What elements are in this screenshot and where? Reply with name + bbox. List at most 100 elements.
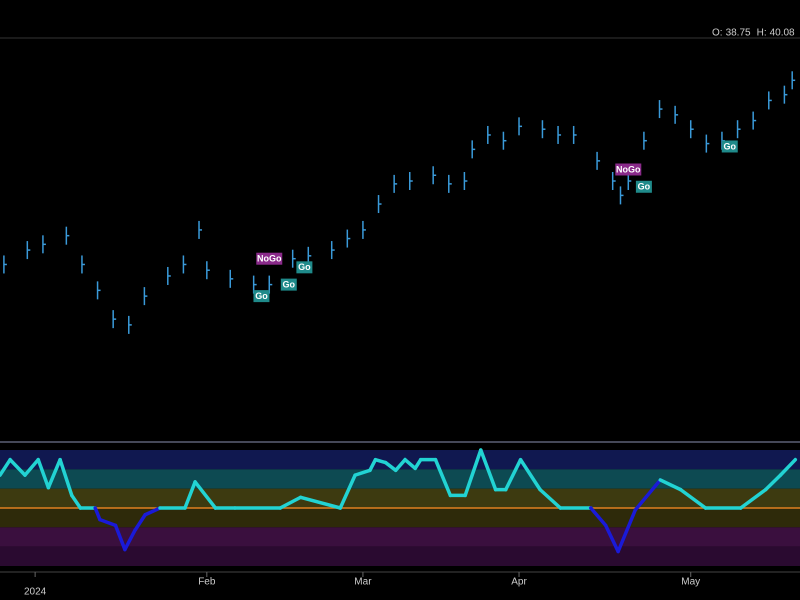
price-bar — [658, 100, 663, 119]
annotation-label: Go — [255, 291, 268, 301]
price-bar — [689, 120, 694, 139]
price-bar — [791, 71, 796, 90]
osc-segment — [403, 457, 417, 471]
osc-segment — [479, 448, 498, 492]
price-bar — [783, 85, 788, 104]
annotation-label: Go — [298, 262, 311, 272]
price-bar — [705, 134, 710, 153]
osc-segment — [373, 457, 388, 465]
osc-segment — [589, 506, 608, 528]
price-bar — [557, 125, 562, 144]
price-bar — [736, 120, 741, 139]
osc-segment — [70, 493, 83, 510]
osc-segment — [278, 495, 303, 510]
price-bar — [346, 229, 351, 248]
osc-band — [0, 488, 800, 508]
price-bar — [471, 140, 476, 159]
price-bar — [752, 111, 757, 130]
price-bar — [643, 131, 647, 150]
osc-segment — [658, 478, 683, 492]
osc-segment — [616, 508, 638, 554]
price-bar — [448, 174, 452, 193]
annotation-box — [280, 278, 297, 291]
price-bar — [81, 255, 85, 274]
price-bar — [112, 310, 117, 329]
osc-segment — [193, 480, 218, 510]
price-bar — [611, 172, 616, 191]
annotation-box — [721, 140, 738, 153]
price-bar — [330, 241, 335, 260]
price-bar — [572, 125, 577, 144]
osc-segment — [383, 460, 398, 473]
price-bar — [596, 151, 601, 170]
price-bar — [362, 220, 366, 239]
price-bar — [291, 249, 296, 268]
osc-segment — [678, 487, 708, 510]
osc-segment — [36, 457, 51, 490]
osc-segment — [538, 487, 563, 510]
x-tick-label: Feb — [198, 577, 216, 588]
osc-band — [0, 546, 800, 566]
price-bar — [182, 255, 187, 274]
header-value: 38.75 — [726, 28, 751, 39]
osc-segment — [46, 457, 62, 490]
price-bar — [42, 235, 46, 254]
osc-segment — [393, 457, 407, 473]
osc-segment — [633, 478, 663, 512]
osc-segment — [23, 457, 40, 477]
price-bar — [167, 266, 171, 285]
price-bar — [674, 105, 679, 124]
price-bar — [26, 241, 31, 260]
osc-segment — [133, 513, 147, 532]
annotation-box — [256, 252, 283, 265]
osc-segment — [58, 457, 74, 498]
ohlc-header: O:38.75H:40.08L: — [712, 28, 795, 39]
header-label: O: — [712, 28, 723, 39]
price-bar — [143, 287, 148, 306]
osc-segment — [183, 480, 197, 510]
x-tick-label: 2024 — [24, 587, 47, 598]
price-bar — [3, 255, 7, 274]
osc-segment — [353, 468, 372, 477]
annotation-box — [296, 261, 313, 274]
osc-segment — [123, 528, 137, 552]
price-bar — [619, 186, 624, 205]
price-bar — [96, 281, 101, 300]
osc-segment — [0, 457, 12, 477]
price-bar — [198, 220, 203, 239]
annotation-label: NoGo — [616, 164, 641, 174]
price-bar — [393, 174, 398, 193]
annotation-box — [615, 163, 642, 176]
x-tick-label: Mar — [354, 577, 372, 588]
osc-band — [0, 469, 800, 489]
price-bar — [541, 120, 546, 139]
price-bar — [463, 172, 468, 191]
annotation-box — [635, 180, 652, 193]
price-bar — [206, 261, 210, 280]
price-bar — [128, 315, 132, 334]
osc-segment — [98, 517, 118, 528]
osc-segment — [778, 457, 798, 477]
price-bar — [432, 166, 437, 185]
x-tick-label: May — [681, 577, 700, 588]
price-bar — [65, 226, 70, 245]
header-value: 40.08 — [770, 28, 795, 39]
osc-segment — [368, 457, 378, 473]
osc-band — [0, 508, 800, 528]
osc-segment — [603, 523, 620, 554]
osc-segment — [518, 457, 542, 492]
price-bar — [502, 131, 507, 150]
osc-segment — [93, 506, 102, 522]
osc-segment — [143, 506, 162, 517]
osc-segment — [738, 487, 768, 510]
annotation-label: NoGo — [257, 254, 282, 264]
header-label: H: — [757, 28, 767, 39]
annotation-label: Go — [283, 279, 296, 289]
annotation-box — [253, 290, 270, 303]
osc-segment — [763, 473, 783, 492]
annotation-label: Go — [724, 141, 737, 151]
osc-segment — [8, 457, 27, 477]
osc-segment — [463, 448, 483, 498]
price-bar — [487, 125, 491, 144]
